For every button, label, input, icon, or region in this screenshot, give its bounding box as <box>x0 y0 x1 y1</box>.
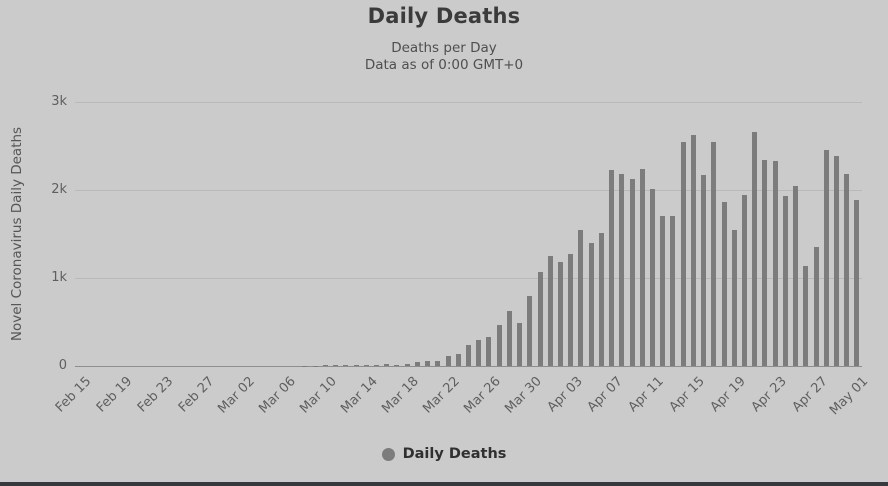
bar-mar-30[interactable] <box>527 295 533 366</box>
bar-mar-14[interactable] <box>363 365 369 366</box>
bar-mar-18[interactable] <box>404 363 410 366</box>
x-axis-label: Mar 14 <box>338 374 381 417</box>
bar-apr-16[interactable] <box>701 175 707 366</box>
x-axis-label: Mar 10 <box>297 374 341 417</box>
bar-apr-23[interactable] <box>772 160 778 366</box>
bar-apr-19[interactable] <box>731 230 737 366</box>
bar-mar-11[interactable] <box>333 365 339 366</box>
bar-apr-04[interactable] <box>578 229 584 366</box>
y-axis-label: 0 <box>58 358 67 373</box>
bar-apr-10[interactable] <box>639 168 645 366</box>
legend[interactable]: Daily Deaths <box>0 446 888 462</box>
x-axis-label: Feb 27 <box>175 374 218 416</box>
x-axis-label: Apr 03 <box>544 374 586 416</box>
bar-apr-17[interactable] <box>711 142 717 366</box>
bar-apr-12[interactable] <box>660 215 666 366</box>
y-axis-label: 2k <box>51 182 67 197</box>
bar-apr-28[interactable] <box>823 150 829 366</box>
bar-mar-29[interactable] <box>517 323 523 366</box>
bar-apr-21[interactable] <box>752 131 758 366</box>
bar-mar-20[interactable] <box>425 361 431 366</box>
bar-mar-31[interactable] <box>537 271 543 366</box>
y-gridline <box>75 190 862 191</box>
bar-apr-26[interactable] <box>803 266 809 366</box>
series-marker-icon <box>381 447 395 461</box>
legend-label: Daily Deaths <box>402 446 507 462</box>
bar-mar-13[interactable] <box>353 365 359 366</box>
bar-mar-23[interactable] <box>455 353 461 366</box>
bar-apr-25[interactable] <box>793 186 799 366</box>
x-axis-label: Apr 11 <box>625 374 668 416</box>
x-axis-label: Feb 19 <box>94 374 136 416</box>
bar-apr-24[interactable] <box>782 195 788 366</box>
y-gridline <box>75 278 862 279</box>
bar-apr-22[interactable] <box>762 160 768 366</box>
y-axis-label: 1k <box>51 270 67 285</box>
y-gridline <box>75 102 862 103</box>
chart-title: Daily Deaths <box>367 4 521 28</box>
bar-apr-30[interactable] <box>844 174 850 366</box>
bar-mar-12[interactable] <box>343 365 349 366</box>
bar-mar-19[interactable] <box>414 362 420 366</box>
bar-apr-03[interactable] <box>568 254 574 366</box>
bar-apr-27[interactable] <box>813 246 819 366</box>
x-axis-label: Apr 23 <box>748 374 790 416</box>
bar-mar-17[interactable] <box>394 365 400 366</box>
bar-apr-01[interactable] <box>547 256 553 366</box>
bar-apr-13[interactable] <box>670 215 676 366</box>
bar-apr-06[interactable] <box>598 233 604 366</box>
bar-apr-29[interactable] <box>833 156 839 366</box>
x-axis-label: Mar 22 <box>420 374 463 417</box>
bar-mar-22[interactable] <box>445 355 451 366</box>
x-axis-label: Feb 15 <box>53 374 95 416</box>
chart-subtitle-line2: Data as of 0:00 GMT+0 <box>364 57 524 73</box>
x-axis-label: Apr 07 <box>585 374 627 416</box>
bar-mar-26[interactable] <box>486 336 492 366</box>
bar-mar-25[interactable] <box>476 339 482 366</box>
bar-apr-18[interactable] <box>721 202 727 366</box>
x-axis-label: May 01 <box>827 374 872 419</box>
x-axis-label: Mar 26 <box>460 374 504 417</box>
x-axis-label: Mar 18 <box>379 374 422 417</box>
bottom-section-edge <box>0 482 888 486</box>
x-axis-label: Mar 02 <box>215 374 259 417</box>
bar-apr-09[interactable] <box>629 179 635 366</box>
bar-mar-16[interactable] <box>384 364 390 366</box>
bar-apr-14[interactable] <box>680 141 686 366</box>
bar-mar-28[interactable] <box>506 310 512 366</box>
x-axis-label: Feb 23 <box>134 374 177 416</box>
x-axis-label: Mar 30 <box>501 374 545 417</box>
bar-apr-02[interactable] <box>557 262 563 366</box>
bar-mar-15[interactable] <box>374 364 379 366</box>
y-axis-label: 3k <box>51 94 67 109</box>
x-axis-line <box>75 366 862 367</box>
bar-apr-20[interactable] <box>741 195 747 366</box>
bar-mar-21[interactable] <box>435 361 441 366</box>
bar-mar-10[interactable] <box>322 365 328 366</box>
chart-subtitle-line1: Deaths per Day <box>391 40 497 56</box>
bar-apr-07[interactable] <box>609 169 615 366</box>
bar-mar-27[interactable] <box>496 324 502 366</box>
bar-apr-05[interactable] <box>588 242 594 366</box>
bar-apr-15[interactable] <box>690 135 696 366</box>
bar-apr-08[interactable] <box>619 174 625 366</box>
bar-may-01[interactable] <box>854 200 860 366</box>
bar-apr-11[interactable] <box>649 189 655 366</box>
bar-mar-24[interactable] <box>466 344 471 366</box>
x-axis-label: Apr 19 <box>707 374 749 416</box>
x-axis-label: Apr 27 <box>789 374 831 416</box>
x-axis-label: Apr 15 <box>666 374 708 416</box>
x-axis-label: Mar 06 <box>256 374 300 417</box>
